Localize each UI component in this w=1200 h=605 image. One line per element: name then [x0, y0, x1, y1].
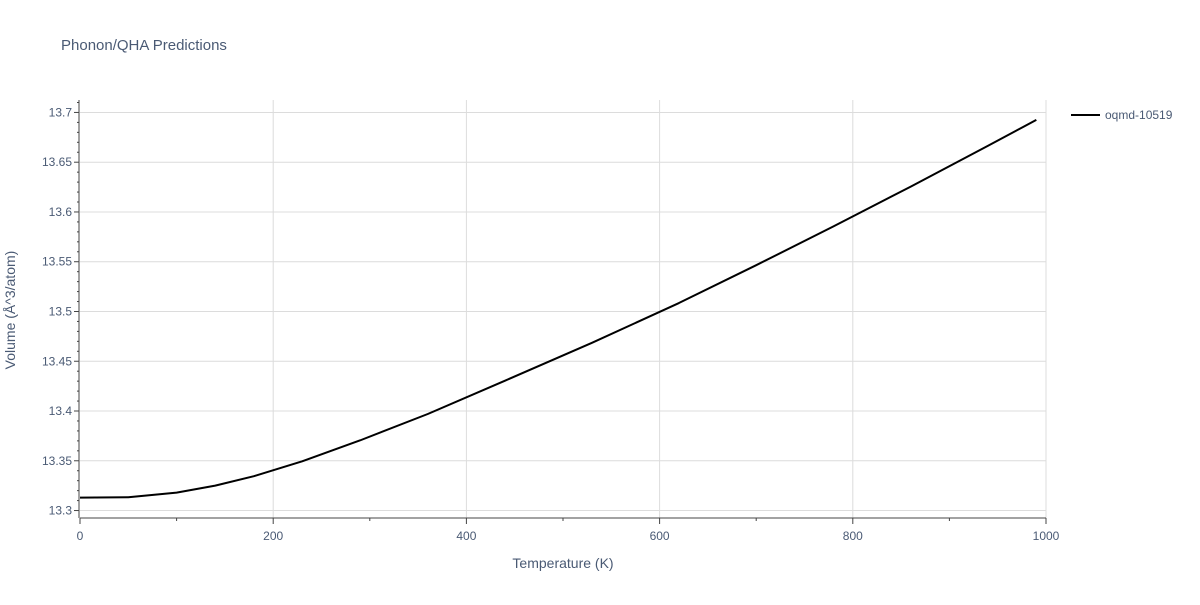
- y-tick-label: 13.3: [49, 504, 73, 518]
- y-tick-label: 13.45: [42, 354, 72, 368]
- axes-layer: 13.3 13.35 13.4 13.45 13.5 13.55 13.6 13.65 13.7…: [42, 100, 1060, 543]
- x-tick-label: 800: [843, 529, 863, 543]
- y-tick-label: 13.4: [49, 404, 73, 418]
- series-line: [79, 119, 1037, 499]
- y-tick-label: 13.7: [49, 105, 73, 119]
- legend-label: oqmd-10519: [1105, 108, 1173, 122]
- x-tick-label: 600: [650, 529, 670, 543]
- x-tick-label: 1000: [1033, 529, 1060, 543]
- y-tick-label: 13.5: [49, 304, 73, 318]
- y-tick-label: 13.55: [42, 255, 72, 269]
- x-axis-title: Temperature (K): [512, 555, 613, 571]
- y-tick-label: 13.35: [42, 454, 72, 468]
- y-tick-label: 13.6: [49, 205, 73, 219]
- x-tick-label: 0: [77, 529, 84, 543]
- y-tick-label: 13.65: [42, 155, 72, 169]
- y-axis-title: Volume (Å^3/atom): [2, 251, 18, 370]
- grid-layer: [80, 100, 1047, 518]
- x-tick-label: 200: [263, 529, 283, 543]
- chart-title: Phonon/QHA Predictions: [61, 37, 227, 54]
- x-tick-label: 400: [456, 529, 476, 543]
- series-layer: [79, 119, 1037, 499]
- legend[interactable]: oqmd-10519: [1071, 108, 1173, 122]
